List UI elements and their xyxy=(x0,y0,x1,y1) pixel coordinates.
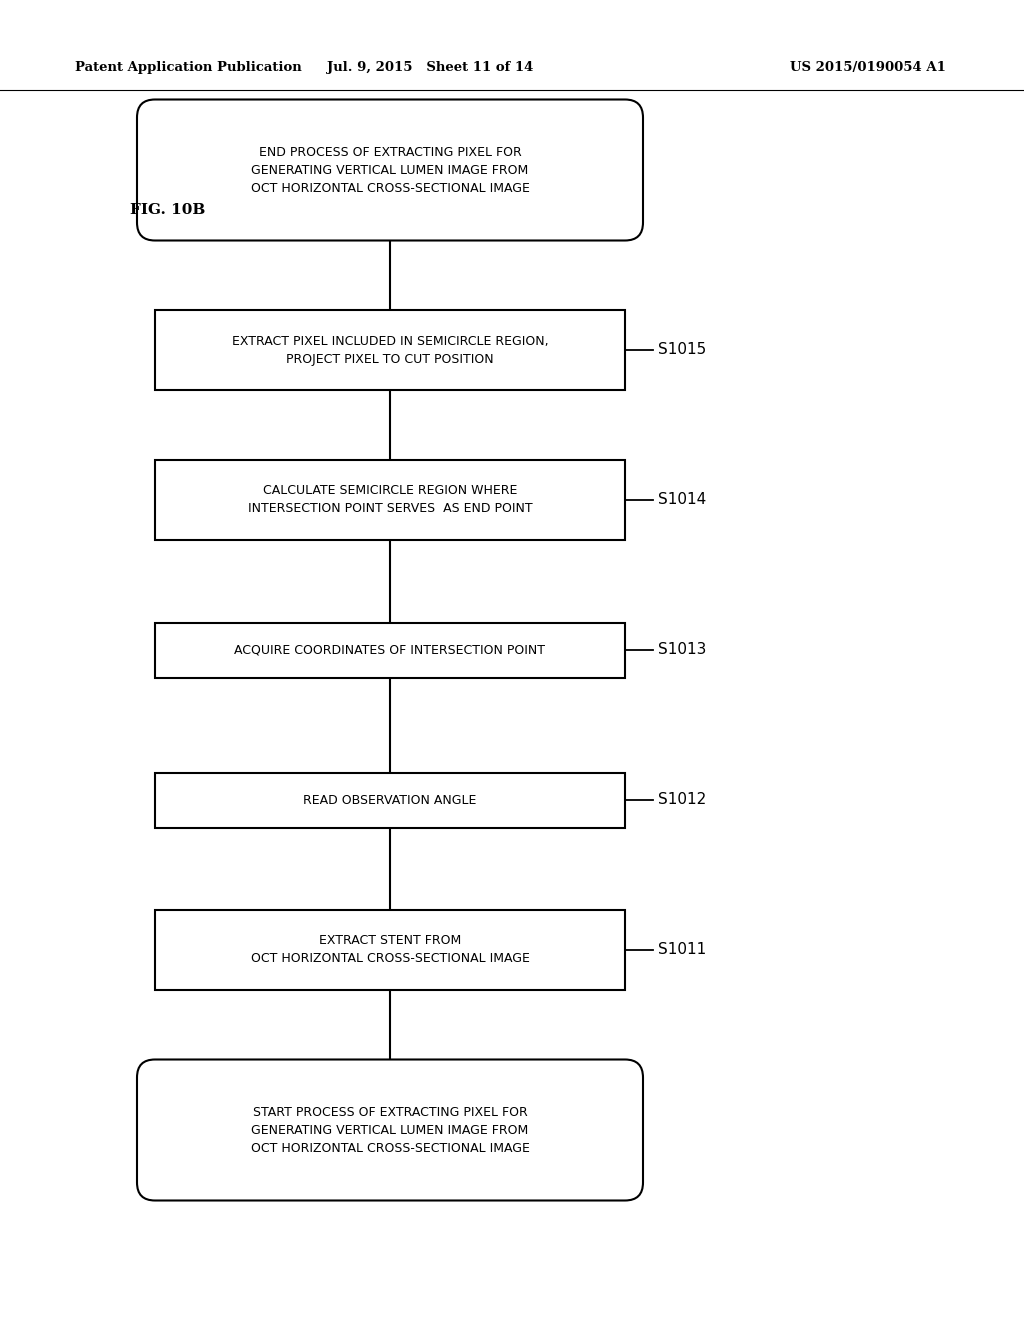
Text: CALCULATE SEMICIRCLE REGION WHERE
INTERSECTION POINT SERVES  AS END POINT: CALCULATE SEMICIRCLE REGION WHERE INTERS… xyxy=(248,484,532,516)
Text: Patent Application Publication: Patent Application Publication xyxy=(75,62,302,74)
Text: EXTRACT PIXEL INCLUDED IN SEMICIRCLE REGION,
PROJECT PIXEL TO CUT POSITION: EXTRACT PIXEL INCLUDED IN SEMICIRCLE REG… xyxy=(231,334,548,366)
Text: S1014: S1014 xyxy=(658,492,707,507)
Text: START PROCESS OF EXTRACTING PIXEL FOR
GENERATING VERTICAL LUMEN IMAGE FROM
OCT H: START PROCESS OF EXTRACTING PIXEL FOR GE… xyxy=(251,1106,529,1155)
Bar xyxy=(155,623,625,677)
Bar xyxy=(155,909,625,990)
Text: S1013: S1013 xyxy=(658,643,707,657)
Text: READ OBSERVATION ANGLE: READ OBSERVATION ANGLE xyxy=(303,793,477,807)
Text: S1011: S1011 xyxy=(658,942,707,957)
Text: ACQUIRE COORDINATES OF INTERSECTION POINT: ACQUIRE COORDINATES OF INTERSECTION POIN… xyxy=(234,644,546,656)
Text: EXTRACT STENT FROM
OCT HORIZONTAL CROSS-SECTIONAL IMAGE: EXTRACT STENT FROM OCT HORIZONTAL CROSS-… xyxy=(251,935,529,965)
Bar xyxy=(155,310,625,389)
Bar xyxy=(155,459,625,540)
Text: END PROCESS OF EXTRACTING PIXEL FOR
GENERATING VERTICAL LUMEN IMAGE FROM
OCT HOR: END PROCESS OF EXTRACTING PIXEL FOR GENE… xyxy=(251,145,529,194)
Text: Jul. 9, 2015   Sheet 11 of 14: Jul. 9, 2015 Sheet 11 of 14 xyxy=(327,62,534,74)
Text: FIG. 10B: FIG. 10B xyxy=(130,203,206,216)
FancyBboxPatch shape xyxy=(137,99,643,240)
Text: S1012: S1012 xyxy=(658,792,707,808)
Bar xyxy=(155,772,625,828)
Text: US 2015/0190054 A1: US 2015/0190054 A1 xyxy=(790,62,946,74)
FancyBboxPatch shape xyxy=(137,1060,643,1200)
Text: S1015: S1015 xyxy=(658,342,707,358)
